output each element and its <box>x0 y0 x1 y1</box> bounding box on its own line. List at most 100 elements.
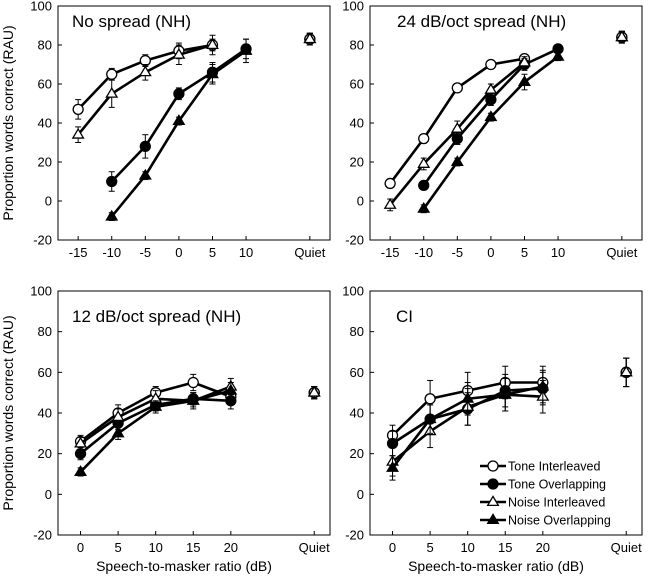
x-tick-label: Quiet <box>299 540 330 555</box>
y-tick-label: 0 <box>357 194 364 209</box>
y-tick-label: 40 <box>38 116 52 131</box>
data-point <box>536 379 550 391</box>
x-axis-title: Speech-to-masker ratio (dB) <box>96 558 272 574</box>
y-axis-title: Proportion words correct (RAU) <box>0 315 16 510</box>
y-tick-label: -20 <box>345 233 364 248</box>
data-point <box>418 132 430 145</box>
series-line <box>422 55 559 210</box>
quiet-point <box>307 385 321 397</box>
data-point <box>386 461 400 472</box>
y-tick-label: 40 <box>350 406 364 421</box>
x-tick-label: -5 <box>140 245 152 260</box>
y-tick-label: -20 <box>33 233 52 248</box>
y-tick-label: 100 <box>30 0 52 14</box>
legend-label: Tone Interleaved <box>508 460 600 474</box>
panel-4: -20 0 20 40 60 80 100 0 5 10 15 20 Quiet CI Speech-to-… <box>342 284 643 574</box>
legend-marker <box>487 460 499 472</box>
quiet-point <box>619 365 633 377</box>
data-point <box>450 121 464 133</box>
data-point <box>386 437 399 450</box>
data-point <box>206 67 219 79</box>
data-point <box>518 55 531 67</box>
panel-3: -20 0 20 40 60 80 100 0 5 10 15 20 Quiet 12 dB/oct sp… <box>0 284 331 574</box>
y-tick-label: 100 <box>30 284 52 299</box>
series-1 <box>72 32 316 120</box>
data-point <box>551 49 565 61</box>
x-tick-label: -5 <box>452 245 464 260</box>
data-point <box>239 43 253 55</box>
series-3 <box>71 32 317 143</box>
y-tick-label: 20 <box>38 446 52 461</box>
x-tick-label: 5 <box>426 540 433 555</box>
panel-title: CI <box>396 307 413 326</box>
data-point <box>484 110 498 122</box>
data-point <box>74 448 87 460</box>
data-point <box>384 177 396 190</box>
series-4 <box>417 30 629 214</box>
legend-marker <box>486 513 500 525</box>
x-tick-label: 0 <box>175 245 182 260</box>
panel-title: 12 dB/oct spread (NH) <box>72 307 241 326</box>
data-point <box>461 391 475 403</box>
x-tick-label: 0 <box>389 540 396 555</box>
series-2 <box>386 357 632 457</box>
series-1 <box>386 357 632 447</box>
series-3 <box>386 357 633 477</box>
data-point <box>74 436 88 448</box>
series-4 <box>74 382 321 477</box>
legend: Tone Interleaved Tone Overlapping Noise In… <box>480 460 611 528</box>
x-tick-label: 5 <box>114 540 121 555</box>
x-tick-label: 0 <box>77 540 84 555</box>
legend-item: Tone Interleaved <box>480 460 600 474</box>
x-axis-title: Speech-to-masker ratio (dB) <box>408 558 584 574</box>
y-tick-label: 20 <box>350 155 364 170</box>
y-tick-label: 0 <box>45 194 52 209</box>
x-tick-label: 15 <box>186 540 200 555</box>
legend-label: Noise Interleaved <box>508 496 605 510</box>
y-tick-label: 80 <box>38 324 52 339</box>
y-axis-title: Proportion words correct (RAU) <box>0 25 16 220</box>
panel-2: -20 0 20 40 60 80 100 -15 -10 -5 0 5 10 Quiet 24 dB/oc… <box>342 0 643 260</box>
plot-frame <box>57 5 331 241</box>
data-point <box>139 140 151 153</box>
x-tick-label: -15 <box>381 245 400 260</box>
y-tick-label: 80 <box>350 324 364 339</box>
legend-marker <box>486 495 500 507</box>
data-point <box>172 114 186 126</box>
x-tick-label: -10 <box>102 245 121 260</box>
data-point <box>149 400 163 411</box>
data-point <box>424 393 436 405</box>
data-point <box>484 82 498 94</box>
x-tick-label: 5 <box>209 245 216 260</box>
quiet-point <box>615 30 629 42</box>
y-tick-label: 60 <box>38 77 52 92</box>
x-tick-label: Quiet <box>294 245 325 260</box>
data-point <box>498 387 512 399</box>
legend-label: Tone Overlapping <box>508 478 606 492</box>
x-tick-label: 10 <box>460 540 474 555</box>
legend-item: Tone Overlapping <box>480 478 606 492</box>
series-1 <box>74 373 320 449</box>
data-point <box>106 175 118 188</box>
data-point <box>206 38 219 50</box>
y-tick-label: 100 <box>342 284 364 299</box>
y-tick-label: 100 <box>342 0 364 14</box>
data-point <box>224 383 238 395</box>
y-tick-label: -20 <box>33 528 52 543</box>
plot-frame <box>369 5 643 241</box>
data-point <box>423 412 437 424</box>
y-tick-label: -20 <box>345 528 364 543</box>
series-4 <box>386 357 633 481</box>
quiet-point <box>303 32 317 44</box>
x-tick-label: 20 <box>536 540 550 555</box>
data-point <box>138 168 152 180</box>
legend-marker <box>487 478 499 490</box>
panel-title: 24 dB/oct spread (NH) <box>397 12 566 31</box>
data-point <box>71 127 85 139</box>
y-tick-label: 80 <box>350 38 364 53</box>
data-point <box>138 65 152 77</box>
x-tick-label: Quiet <box>606 245 637 260</box>
legend-label: Noise Overlapping <box>508 514 611 528</box>
legend-item: Noise Overlapping <box>480 513 611 528</box>
